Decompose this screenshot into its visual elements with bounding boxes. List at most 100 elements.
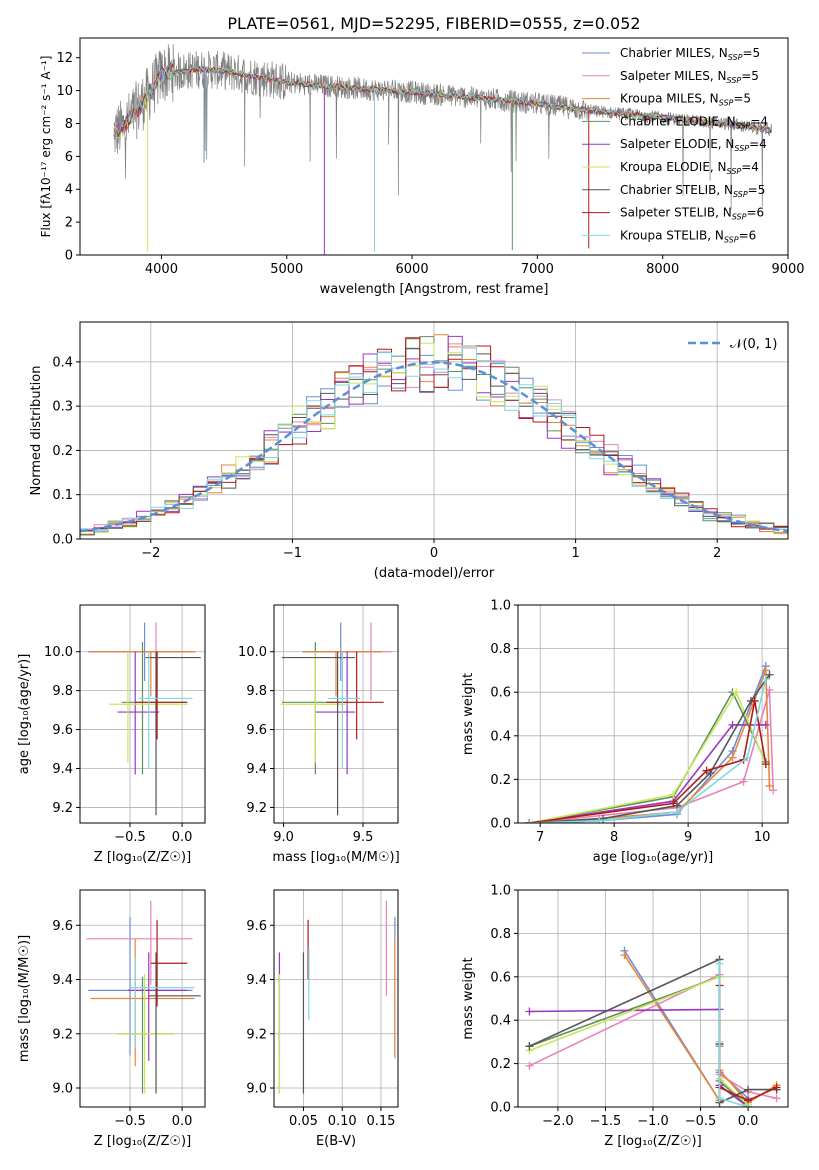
mass-weight-point — [525, 1007, 534, 1016]
mass-weight-point — [525, 1061, 534, 1070]
legend-entry: Kroupa ELODIE, NSSP=4 — [620, 160, 759, 176]
age_vs_Z-ytick-label: 10.0 — [44, 645, 73, 660]
mass_weight_vs_age-ytick-label: 1.0 — [490, 599, 511, 614]
mass_vs_ebv-ytick-label: 9.4 — [246, 973, 267, 988]
mass-weight-point — [732, 688, 741, 697]
spectrum-ytick-label: 2 — [65, 216, 73, 231]
spectrum-ytick-label: 8 — [65, 117, 73, 132]
residuals-ytick-label: 0.1 — [52, 488, 73, 503]
spectrum-ylabel: Flux [fλ10⁻¹⁷ erg cm⁻² s⁻¹ A⁻¹] — [39, 56, 53, 238]
mass_weight_vs_Z-ytick-label: 1.0 — [490, 884, 511, 899]
residuals-xtick-label: −2 — [141, 546, 160, 561]
mass_vs_Z-ytick-label: 9.4 — [52, 973, 73, 988]
age_vs_Z-xtick-label: −0.5 — [114, 830, 146, 845]
residuals-xtick-label: −1 — [283, 546, 302, 561]
mass_vs_ebv-xtick-label: 0.05 — [289, 1114, 318, 1129]
age_vs_Z-xlabel: Z [log₁₀(Z/Z☉)] — [94, 850, 191, 865]
mass_weight_vs_Z-ytick-label: 0.6 — [490, 970, 511, 985]
mass_weight_vs_age-xtick-label: 8 — [610, 830, 618, 845]
age_vs_mass-ytick-label: 9.8 — [246, 684, 267, 699]
age_vs_mass-xlabel: mass [log₁₀(M/M☉)] — [272, 850, 399, 865]
spectrum-ytick-label: 12 — [56, 51, 73, 66]
spectrum-ytick-label: 0 — [65, 249, 73, 264]
mass-weight-series — [529, 674, 771, 823]
residuals-ytick-label: 0.4 — [52, 355, 73, 370]
mass_vs_ebv-ytick-label: 9.6 — [246, 919, 267, 934]
residuals-frame — [79, 321, 789, 540]
age_vs_Z-xtick-label: 0.0 — [172, 830, 193, 845]
residuals-panel: −2 −1 0 1 2 0.0 0.1 0.2 0.3 0.4 (data-model)/error… — [29, 321, 789, 581]
mass_weight_vs_age-panel: 7 8 9 10 0.0 0.2 0.4 0.6 0.8 1.0 age [log₁₀(age/yr… — [461, 599, 789, 865]
mass_vs_ebv-xtick-label: 0.15 — [366, 1114, 395, 1129]
mass_vs_Z-ylabel: mass [log₁₀(M/M☉)] — [17, 935, 32, 1062]
mass_weight_vs_Z-xtick-label: −0.5 — [685, 1114, 717, 1129]
mass-weight-point — [761, 675, 770, 684]
mass-weight-point — [765, 670, 774, 679]
residuals-ytick-label: 0.3 — [52, 400, 73, 415]
residuals-xtick-label: 1 — [571, 546, 579, 561]
mass-weight-point — [673, 808, 682, 817]
mass_vs_ebv-frame — [273, 889, 399, 1108]
mass-weight-point — [715, 1094, 724, 1103]
mass-weight-series — [528, 700, 767, 823]
model-spectrum-line — [113, 65, 772, 136]
mass-weight-point — [761, 666, 770, 675]
mass_vs_Z-xlabel: Z [log₁₀(Z/Z☉)] — [94, 1134, 191, 1149]
residuals-xtick-label: 2 — [713, 546, 721, 561]
legend-entry: 𝒩(0, 1) — [730, 337, 777, 352]
mass_vs_ebv-plot-area — [278, 900, 396, 1094]
residuals-xtick-label: 0 — [430, 546, 438, 561]
age_vs_mass-xtick-label: 9.0 — [273, 830, 294, 845]
mass_weight_vs_age-xtick-label: 9 — [684, 830, 692, 845]
residuals-ylabel: Normed distribution — [29, 366, 44, 496]
mass_weight_vs_age-frame — [517, 604, 789, 824]
spectrum-xtick-label: 8000 — [646, 262, 679, 277]
age_vs_Z-ylabel: age [log₁₀(age/yr)] — [17, 654, 32, 775]
mass-weight-point — [769, 786, 778, 795]
mass-weight-point — [525, 819, 534, 823]
mass-weight-point — [761, 760, 770, 769]
legend-entry: Salpeter STELIB, NSSP=6 — [620, 206, 764, 222]
mass_weight_vs_age-xlabel: age [log₁₀(age/yr)] — [593, 850, 714, 865]
age_vs_Z-panel: −0.5 0.0 9.2 9.4 9.6 9.8 10.0 Z [log₁₀(Z/Z☉)] ag… — [17, 604, 206, 865]
mass_weight_vs_Z-ytick-label: 0.8 — [490, 927, 511, 942]
mass-weight-point — [702, 766, 711, 775]
mass_vs_Z-plot-area — [86, 900, 201, 1094]
age_vs_Z-ytick-label: 9.2 — [52, 801, 73, 816]
legend-entry: Kroupa STELIB, NSSP=6 — [620, 228, 756, 244]
mass-weight-point — [728, 753, 737, 762]
gaussian-curve — [80, 361, 788, 533]
mass_vs_Z-xtick-label: −0.5 — [114, 1114, 146, 1129]
age_vs_mass-xtick-label: 9.5 — [353, 830, 374, 845]
age_vs_Z-ytick-label: 9.4 — [52, 762, 73, 777]
mass-weight-point — [728, 720, 737, 729]
mass-weight-point — [761, 720, 770, 729]
spectrum-xtick-label: 6000 — [396, 262, 429, 277]
mass_weight_vs_Z-ytick-label: 0.0 — [490, 1101, 511, 1116]
spectrum-frame — [79, 37, 789, 256]
residual-histogram — [80, 337, 788, 531]
mass_vs_ebv-xtick-label: 0.10 — [328, 1114, 357, 1129]
legend-entry: Chabrier ELODIE, NSSP=4 — [620, 114, 768, 130]
spectrum-xlabel: wavelength [Angstrom, rest frame] — [320, 282, 549, 297]
mass-weight-point — [744, 1103, 753, 1107]
mass_weight_vs_Z-plot-area — [525, 946, 781, 1107]
mass_vs_ebv-ytick-label: 9.0 — [246, 1082, 267, 1097]
mass-weight-point — [750, 696, 759, 705]
legend-entry: Salpeter MILES, NSSP=5 — [620, 69, 759, 85]
mass-weight-point — [743, 753, 752, 762]
mass_weight_vs_Z-panel: −2.0 −1.5 −1.0 −0.5 0.0 0.0 0.2 0.4 0.6 0.8 1.0 Z [… — [461, 884, 789, 1149]
mass_vs_Z-ytick-label: 9.2 — [52, 1027, 73, 1042]
mass-weight-point — [595, 816, 604, 823]
spectrum-plot-area — [113, 44, 773, 255]
mass_weight_vs_age-ytick-label: 0.0 — [490, 817, 511, 832]
mass-weight-point — [739, 777, 748, 786]
mass_weight_vs_Z-xtick-label: −1.0 — [637, 1114, 669, 1129]
mass-weight-series — [528, 690, 767, 823]
mass_vs_Z-xtick-label: 0.0 — [172, 1114, 193, 1129]
spectrum-xtick-label: 5000 — [270, 262, 303, 277]
mass_weight_vs_age-ylabel: mass weight — [461, 673, 476, 755]
mass-weight-point — [772, 1094, 781, 1103]
